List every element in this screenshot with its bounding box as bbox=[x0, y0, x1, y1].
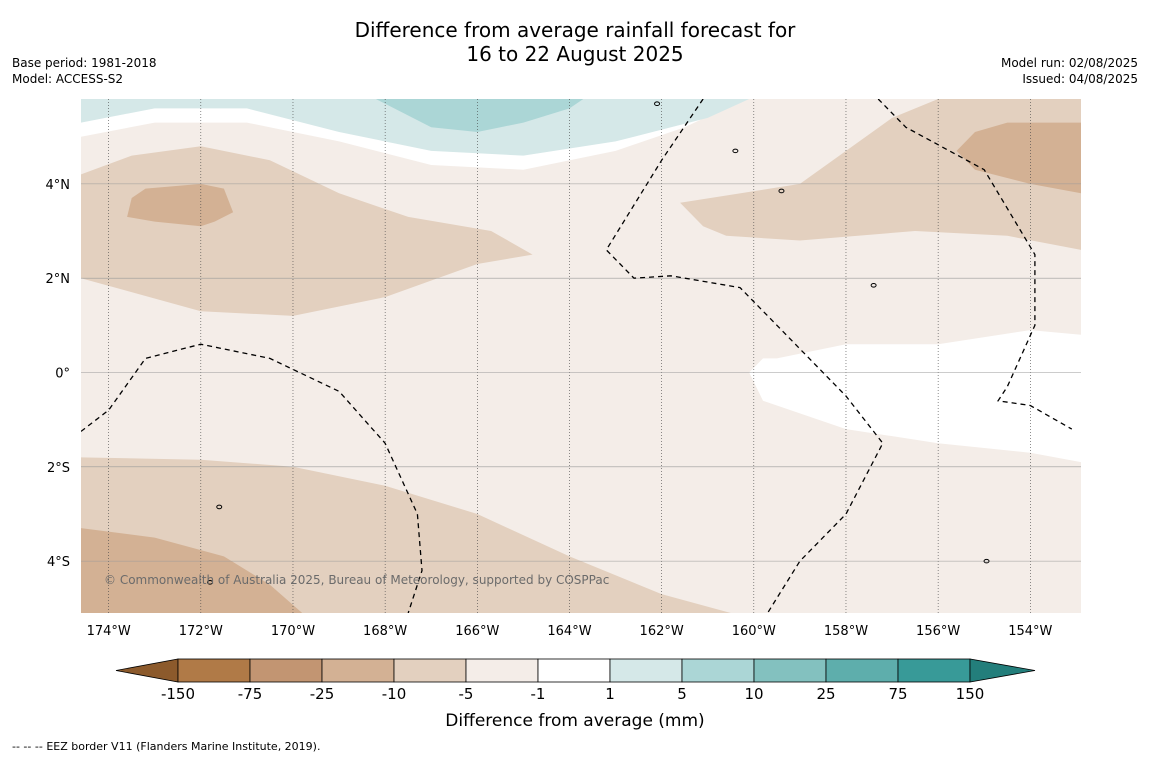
colorbar-low-extend bbox=[115, 658, 179, 683]
island-outline bbox=[732, 148, 739, 154]
longitude-label: 164°W bbox=[547, 624, 591, 639]
longitude-label: 158°W bbox=[824, 624, 868, 639]
longitude-label: 154°W bbox=[1008, 624, 1052, 639]
colorbar-segment bbox=[753, 658, 827, 683]
colorbar-segment bbox=[681, 658, 755, 683]
anomaly-regions bbox=[81, 99, 1081, 613]
colorbar-tick-label: 25 bbox=[816, 685, 835, 703]
colorbar-tick-label: 10 bbox=[744, 685, 763, 703]
longitude-label: 172°W bbox=[179, 624, 223, 639]
colorbar-tick-label: -5 bbox=[459, 685, 474, 703]
anomaly-region bbox=[375, 99, 584, 132]
colorbar-segment bbox=[465, 658, 539, 683]
model-run: Model run: 02/08/2025 bbox=[1000, 56, 1138, 70]
eez-line-symbol: -- -- -- bbox=[12, 740, 43, 753]
colorbar-tick-label: -25 bbox=[310, 685, 335, 703]
colorbar-segment bbox=[897, 658, 971, 683]
eez-border-line bbox=[605, 99, 884, 613]
latitude-label: 2°S bbox=[47, 461, 70, 476]
island-outline bbox=[216, 504, 223, 510]
longitude-label: 166°W bbox=[455, 624, 499, 639]
island-outline bbox=[654, 101, 661, 107]
colorbar-segment bbox=[537, 658, 611, 683]
colorbar-tick-label: -10 bbox=[382, 685, 407, 703]
longitude-label: 156°W bbox=[916, 624, 960, 639]
longitude-label: 174°W bbox=[87, 624, 131, 639]
latitude-label: 4°N bbox=[46, 178, 71, 193]
longitude-label: 160°W bbox=[732, 624, 776, 639]
colorbar-tick-label: 1 bbox=[605, 685, 615, 703]
map-frame: © Commonwealth of Australia 2025, Bureau… bbox=[81, 99, 1081, 613]
colorbar-tick-label: 75 bbox=[888, 685, 907, 703]
anomaly-region bbox=[127, 183, 234, 227]
colorbar-segment bbox=[393, 658, 467, 683]
anomaly-region bbox=[81, 528, 303, 613]
title-line-2: 16 to 22 August 2025 bbox=[466, 42, 684, 66]
base-period: Base period: 1981-2018 bbox=[12, 56, 157, 70]
anomaly-region bbox=[956, 122, 1081, 194]
eez-border-line bbox=[877, 99, 1073, 430]
issued-date: Issued: 04/08/2025 bbox=[1022, 72, 1138, 86]
island-outline bbox=[207, 580, 214, 585]
eez-source-text: EEZ border V11 (Flanders Marine Institut… bbox=[46, 740, 321, 753]
legend-title: Difference from average (mm) bbox=[445, 711, 704, 731]
eez-footnote: -- -- -- EEZ border V11 (Flanders Marine… bbox=[12, 740, 320, 754]
colorbar-segment bbox=[609, 658, 683, 683]
longitude-label: 168°W bbox=[363, 624, 407, 639]
copyright-text: © Commonwealth of Australia 2025, Bureau… bbox=[104, 573, 609, 587]
title-line-1: Difference from average rainfall forecas… bbox=[354, 18, 796, 42]
colorbar-tick-label: -150 bbox=[161, 685, 195, 703]
longitude-label: 170°W bbox=[271, 624, 315, 639]
longitude-label: 162°W bbox=[640, 624, 684, 639]
longitude-labels: 174°W 172°W 170°W 168°W 166°W 164°W 162°W 160°W… bbox=[87, 624, 1053, 639]
colorbar-tick-label: 150 bbox=[956, 685, 985, 703]
colorbar-segment bbox=[249, 658, 323, 683]
latitude-labels: 4°N 2°N 0° 2°S 4°S bbox=[46, 178, 71, 570]
colorbar-high-extend bbox=[969, 658, 1036, 683]
latitude-label: 2°N bbox=[46, 272, 71, 287]
colorbar-segment bbox=[825, 658, 899, 683]
latitude-label: 4°S bbox=[47, 555, 70, 570]
eez-borders bbox=[81, 99, 1073, 613]
model-name: Model: ACCESS-S2 bbox=[12, 72, 124, 86]
anomaly-region bbox=[81, 99, 750, 156]
gridlines bbox=[81, 99, 1081, 613]
colorbar-legend: -150 -75 -25 -10 -5 -1 1 5 10 25 75 150 bbox=[115, 658, 1036, 703]
islands bbox=[207, 101, 990, 585]
island-outline bbox=[778, 188, 785, 194]
colorbar-tick-label: -75 bbox=[238, 685, 263, 703]
colorbar-tick-label: 5 bbox=[677, 685, 687, 703]
anomaly-region bbox=[749, 330, 1081, 463]
meta-right: Model run: 02/08/2025 Issued: 04/08/2025 bbox=[1001, 55, 1138, 87]
meta-left: Base period: 1981-2018 Model: ACCESS-S2 bbox=[12, 55, 157, 87]
eez-border-line bbox=[81, 343, 423, 613]
chart-title: Difference from average rainfall forecas… bbox=[0, 18, 1150, 66]
colorbar-segment bbox=[321, 658, 395, 683]
latitude-label: 0° bbox=[55, 367, 70, 382]
colorbar-segment bbox=[177, 658, 251, 683]
island-outline bbox=[870, 282, 877, 288]
colorbar-tick-label: -1 bbox=[531, 685, 546, 703]
island-outline bbox=[983, 558, 990, 564]
